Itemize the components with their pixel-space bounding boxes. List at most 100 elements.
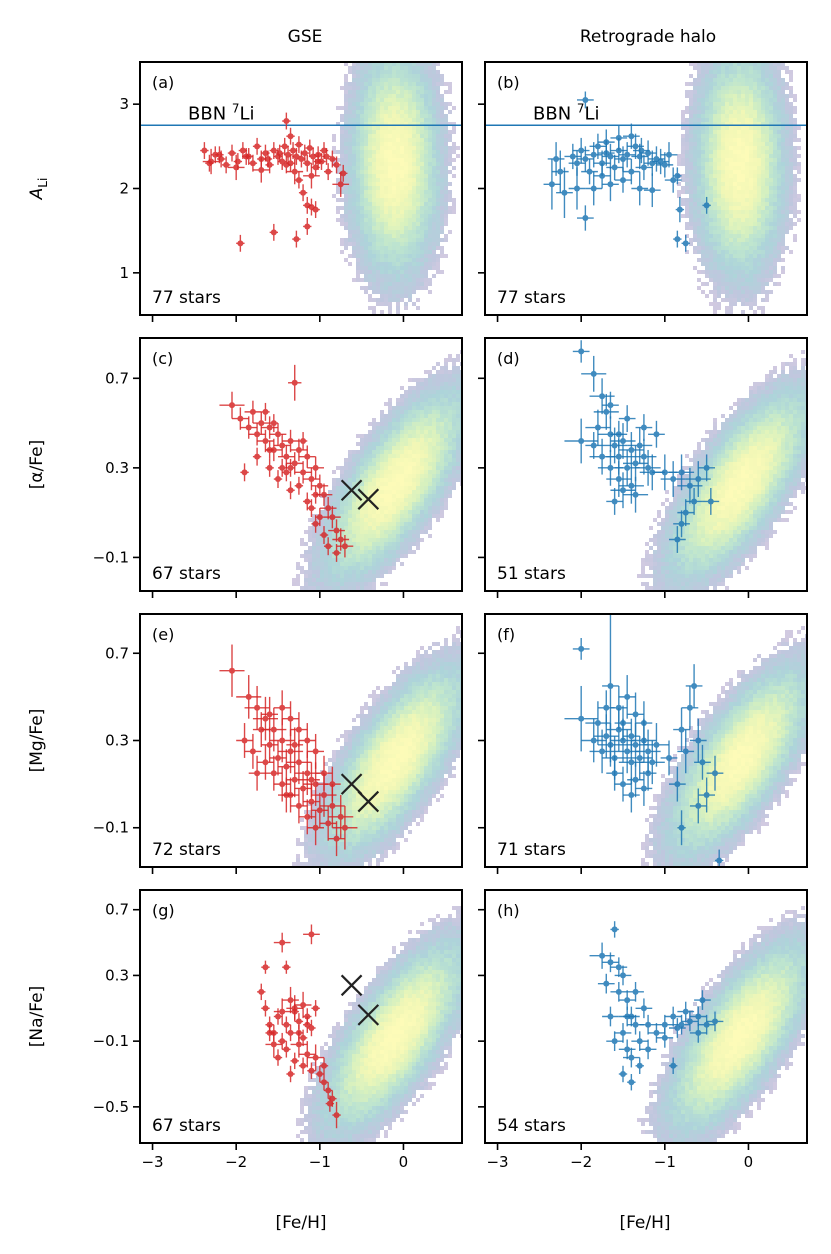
marker-dot [326,1100,333,1107]
data-point [614,167,632,193]
data-point [597,690,615,726]
marker-dot [283,453,290,460]
marker-dot [337,181,344,188]
star-count-label: 67 stars [152,1116,221,1136]
data-point [677,810,686,846]
marker-dot [241,737,248,744]
panel-h: −3 −2 −1 0 (h) 54 stars [478,889,808,1171]
column-title-retrograde: Retrograde halo [580,27,716,47]
y-tick-label: −0.5 [93,1098,129,1116]
data-point [618,1065,628,1083]
marker-dot [607,153,614,160]
series-points [564,340,720,553]
data-point [290,788,308,824]
data-point [315,1065,324,1083]
marker-dot [304,737,311,744]
data-point [269,223,278,241]
data-point [269,740,287,776]
data-point [673,167,682,185]
data-point [602,167,619,202]
panel-frame [139,337,463,592]
marker-dot [295,1029,302,1036]
marker-dot [279,442,286,449]
data-point [681,234,690,252]
data-point [273,1049,283,1066]
cross-marker [340,974,363,997]
data-point [278,153,287,170]
cross-marker [340,479,363,502]
marker-dot [632,776,639,783]
data-point [664,167,682,193]
data-point [614,729,640,774]
data-point [614,146,632,172]
marker-dot [333,1112,340,1119]
marker-dot [557,168,564,175]
marker-dot [270,770,277,777]
marker-dot [676,206,683,213]
data-point [635,771,653,806]
marker-dot [628,792,635,799]
data-point [602,952,619,973]
panel-e: 0.7 0.3 −0.1 (e) 72 stars [Mg/Fe] [27,613,463,874]
marker-dot [241,469,248,476]
data-point [286,458,295,477]
marker-dot [603,408,610,415]
data-point [261,402,270,421]
marker-dot [262,150,269,157]
marker-dot [291,1005,298,1012]
data-point [585,171,603,206]
marker-dot [270,147,277,154]
data-point [257,429,274,453]
data-point [627,762,644,798]
data-point [265,755,283,791]
cross-marker [357,488,380,510]
marker-dot [291,379,298,386]
marker-dot [229,402,235,409]
marker-dot [266,424,273,431]
marker-dot [333,549,340,556]
marker-dot [645,464,652,471]
marker-dot [569,153,576,160]
panel-frame [484,889,808,1144]
marker-dot [208,158,215,165]
y-tick-label: 1 [119,264,129,282]
star-count-label: 77 stars [152,288,221,308]
marker-dot [285,151,292,158]
series-points [219,644,358,857]
marker-dot [325,168,332,175]
marker-dot [636,1038,643,1045]
data-point [589,133,607,159]
data-point [324,163,333,181]
density-background [677,62,801,315]
marker-dot [279,737,286,744]
data-point [311,485,320,504]
data-point [669,766,686,802]
x-axis-label-gse: [Fe/H] [275,1213,326,1233]
marker-dot [620,1029,626,1036]
marker-dot [695,476,702,483]
data-point [261,696,278,732]
marker-dot [312,824,319,831]
marker-dot [264,155,271,162]
data-point [715,849,724,867]
marker-dot [640,424,647,431]
x-axis-label-retrograde: [Fe/H] [619,1213,670,1233]
marker-dot [287,715,294,722]
cross-marker [357,790,380,813]
marker-dot [254,431,261,438]
marker-dot [290,147,297,154]
marker-dot [270,726,277,733]
star-count-label: 77 stars [497,288,566,308]
panel-label: (a) [152,73,174,92]
marker-dot [291,776,298,783]
data-point [564,418,598,464]
marker-dot [283,792,290,799]
y-tick-label: 2 [119,180,129,198]
marker-dot [308,798,315,805]
data-point [328,519,345,542]
marker-dot [304,1021,311,1028]
marker-dot [615,476,622,483]
data-point [572,340,590,363]
marker-dot [316,514,323,521]
marker-dot [574,185,580,192]
